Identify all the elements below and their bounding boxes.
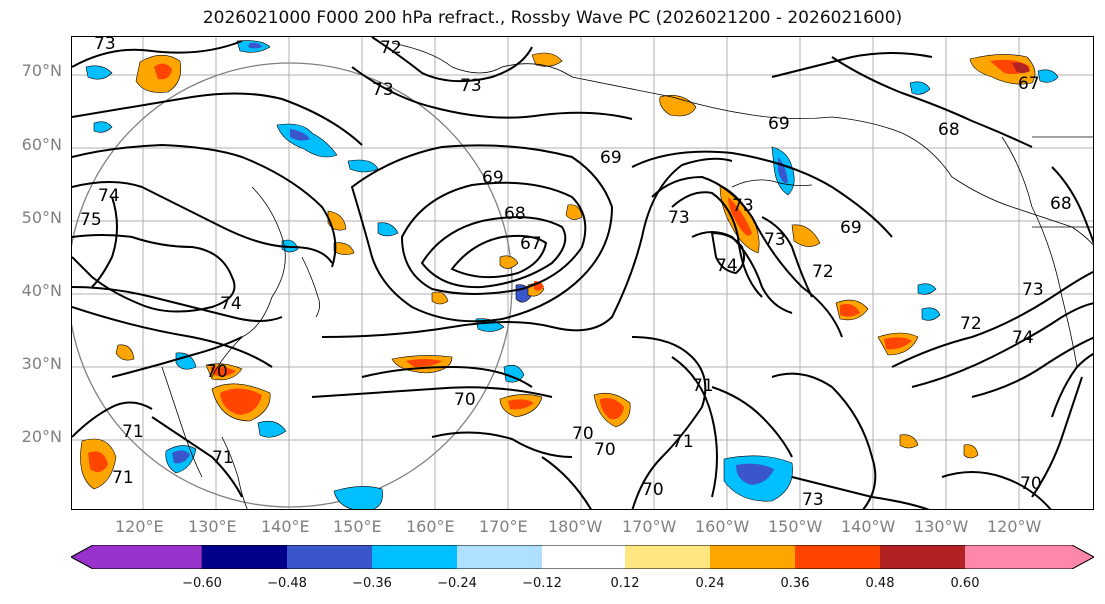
contour-label: 70 [642,480,664,500]
colorbar-tick: −0.12 [522,576,562,591]
contour-label: 73 [1022,280,1044,300]
contour-label: 74 [98,186,120,206]
contour-label: 70 [454,390,476,410]
contour-label: 74 [716,256,738,276]
contour-label: 72 [380,38,402,58]
contour-label: 73 [94,37,116,54]
lon-label: 120°E [115,517,164,536]
map-title: 2026021000 F000 200 hPa refract., Rossby… [202,8,903,28]
colorbar-tick: 0.36 [780,576,810,591]
lon-label: 170°E [479,517,528,536]
contour-label: 70 [594,440,616,460]
anomaly-patches [80,40,1059,509]
contour-label: 73 [668,208,690,228]
refractivity-contours [72,37,1093,509]
contour-label: 75 [80,210,102,230]
colorbar-tick: −0.48 [267,576,307,591]
lon-label: 150°E [333,517,382,536]
colorbar-tick: 0.24 [695,576,725,591]
contour-label: 68 [1050,194,1072,214]
contour-label: 71 [672,432,694,452]
colorbar-tick: 0.12 [610,576,640,591]
colorbar-tick: −0.24 [437,576,477,591]
contour-label: 73 [732,196,754,216]
lon-label: 160°E [406,517,455,536]
lon-label: 130°W [914,517,969,536]
colorbar-tick: −0.36 [352,576,392,591]
colorbar-segment [795,545,880,569]
colorbar-segment [965,545,1094,569]
colorbar-segment [542,545,625,569]
contour-label: 69 [840,218,862,238]
colorbar-tick: 0.60 [950,576,980,591]
lat-label: 40°N [21,281,62,300]
colorbar-segment [71,545,203,569]
contour-label: 73 [460,76,482,96]
contour-label: 69 [600,148,622,168]
contour-label: 72 [960,314,982,334]
contour-label: 67 [1018,74,1040,94]
colorbar-segment [625,545,710,569]
colorbar-tick: 0.48 [865,576,895,591]
lat-label: 20°N [21,427,62,446]
lat-label: 50°N [21,208,62,227]
lat-label: 60°N [21,135,62,154]
lon-label: 180°W [548,517,603,536]
contour-label: 74 [220,294,242,314]
colorbar-segment [710,545,795,569]
colorbar-tick: −0.60 [182,576,222,591]
contour-label: 73 [764,230,786,250]
contour-label: 69 [482,168,504,188]
contour-label: 67 [520,234,542,254]
map-panel: 73 72 73 73 69 68 67 69 69 68 67 73 73 7… [71,36,1094,510]
lon-label: 140°W [841,517,896,536]
contour-label: 68 [504,204,526,224]
contour-label: 72 [812,262,834,282]
graticule [72,37,1093,509]
contour-label: 69 [768,114,790,134]
colorbar-segment [457,545,542,569]
map-canvas: 73 72 73 73 69 68 67 69 69 68 67 73 73 7… [72,37,1093,510]
lon-label: 130°E [188,517,237,536]
colorbar-segment [202,545,287,569]
contour-labels: 73 72 73 73 69 68 67 69 69 68 67 73 73 7… [80,37,1072,510]
contour-label: 71 [212,448,234,468]
colorbar-segment [287,545,372,569]
colorbar-segment [880,545,965,569]
contour-label: 70 [206,362,228,382]
contour-label: 73 [372,80,394,100]
contour-label: 70 [1020,474,1042,494]
lon-label: 120°W [987,517,1042,536]
contour-label: 71 [112,468,134,488]
contour-label: 70 [572,424,594,444]
lon-label: 170°W [622,517,677,536]
colorbar-segment [372,545,457,569]
contour-label: 71 [692,376,714,396]
lat-label: 70°N [21,61,62,80]
colorbar [71,545,1094,569]
contour-label: 73 [802,490,824,510]
contour-label: 74 [1012,328,1034,348]
great-circle [72,62,513,508]
lon-label: 150°W [768,517,823,536]
contour-label: 68 [938,120,960,140]
lon-label: 160°W [695,517,750,536]
lat-label: 30°N [21,354,62,373]
lon-label: 140°E [261,517,310,536]
contour-label: 71 [122,422,144,442]
